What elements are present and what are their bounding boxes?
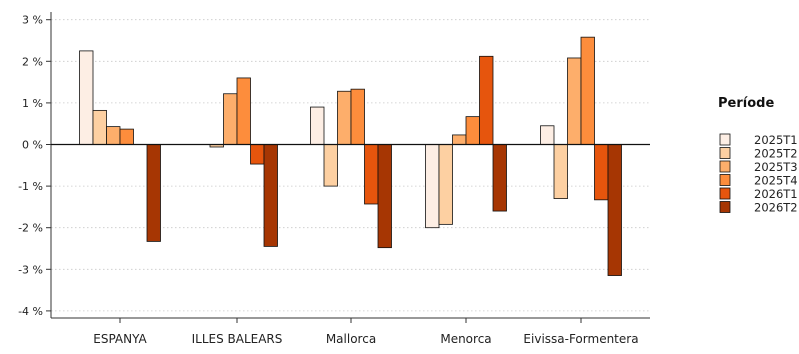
bar-2026T1-eivissa-formentera (594, 144, 609, 201)
x-tick-label: ESPANYA (93, 332, 147, 346)
legend: Període 2025T12025T22025T32025T42026T120… (718, 96, 798, 215)
y-tick-label: 0 % (22, 139, 43, 152)
bar-2025T4-menorca (465, 116, 480, 145)
bar-2025T3-eivissa-formentera (567, 57, 582, 145)
bar-2025T4-mallorca (350, 88, 365, 145)
legend-swatch-2025T3 (719, 160, 731, 173)
y-axis: 3 % 2 % 1 % 0 % -1 % -2 % -3 % -4 % (18, 12, 52, 318)
legend-swatch-2025T1 (719, 133, 731, 146)
legend-swatch-2026T2 (719, 201, 731, 213)
legend-title: Període (718, 96, 774, 111)
bar-2025T1-eivissa-formentera (540, 125, 555, 145)
y-tick-label: 1 % (22, 97, 43, 110)
bar-2025T4-illes-balears (236, 77, 251, 145)
legend-label-2026T2: 2026T2 (754, 201, 798, 215)
bar-2025T4-eivissa-formentera (580, 36, 595, 145)
legend-label-2025T1: 2025T1 (754, 133, 798, 147)
bar-2026T2-menorca (492, 144, 507, 212)
legend-label-2025T3: 2025T3 (754, 160, 798, 174)
bar-2025T2-eivissa-formentera (553, 144, 568, 199)
bar-2025T3-illes-balears (223, 93, 238, 145)
x-tick-label: Mallorca (326, 332, 376, 346)
y-tick-label: -3 % (18, 263, 43, 276)
bar-2026T1-illes-balears (250, 144, 265, 165)
bar-2025T2-menorca (438, 144, 453, 225)
legend-label-2026T1: 2026T1 (754, 187, 798, 201)
bar-2025T3-menorca (452, 134, 467, 145)
x-axis: ESPANYA ILLES BALEARS Mallorca Menorca Eivis… (51, 317, 650, 346)
bar-2025T3-mallorca (337, 90, 352, 145)
bar-2025T1-espanya (79, 50, 94, 145)
legend-label-2025T2: 2025T2 (754, 147, 798, 161)
bar-2026T2-illes-balears (263, 144, 278, 247)
bar-2025T4-espanya (119, 128, 134, 145)
y-tick-label: 2 % (22, 55, 43, 68)
bars (51, 36, 650, 276)
y-tick-label: 3 % (22, 14, 43, 27)
bar-2025T2-espanya (92, 109, 107, 145)
legend-swatch-2025T2 (719, 147, 731, 159)
x-tick-label: Menorca (440, 332, 491, 346)
bar-2025T1-menorca (425, 144, 440, 229)
legend-swatch-2025T4 (719, 174, 731, 186)
y-tick-label: -1 % (18, 180, 43, 193)
bar-2026T1-menorca (479, 55, 494, 145)
bar-2026T1-mallorca (364, 144, 379, 205)
x-tick-label: Eivissa-Formentera (523, 332, 638, 346)
bar-2026T2-espanya (146, 144, 161, 242)
bar-2025T1-mallorca (310, 106, 325, 145)
legend-label-2025T4: 2025T4 (754, 174, 798, 188)
bar-2026T2-eivissa-formentera (607, 144, 622, 276)
legend-swatch-2026T1 (719, 187, 731, 200)
bar-2025T2-mallorca (323, 144, 338, 187)
y-tick-label: -4 % (18, 305, 43, 318)
x-tick-label: ILLES BALEARS (192, 332, 283, 346)
bar-2026T2-mallorca (377, 144, 392, 249)
bar-2025T3-espanya (106, 126, 121, 145)
y-tick-label: -2 % (18, 222, 43, 235)
